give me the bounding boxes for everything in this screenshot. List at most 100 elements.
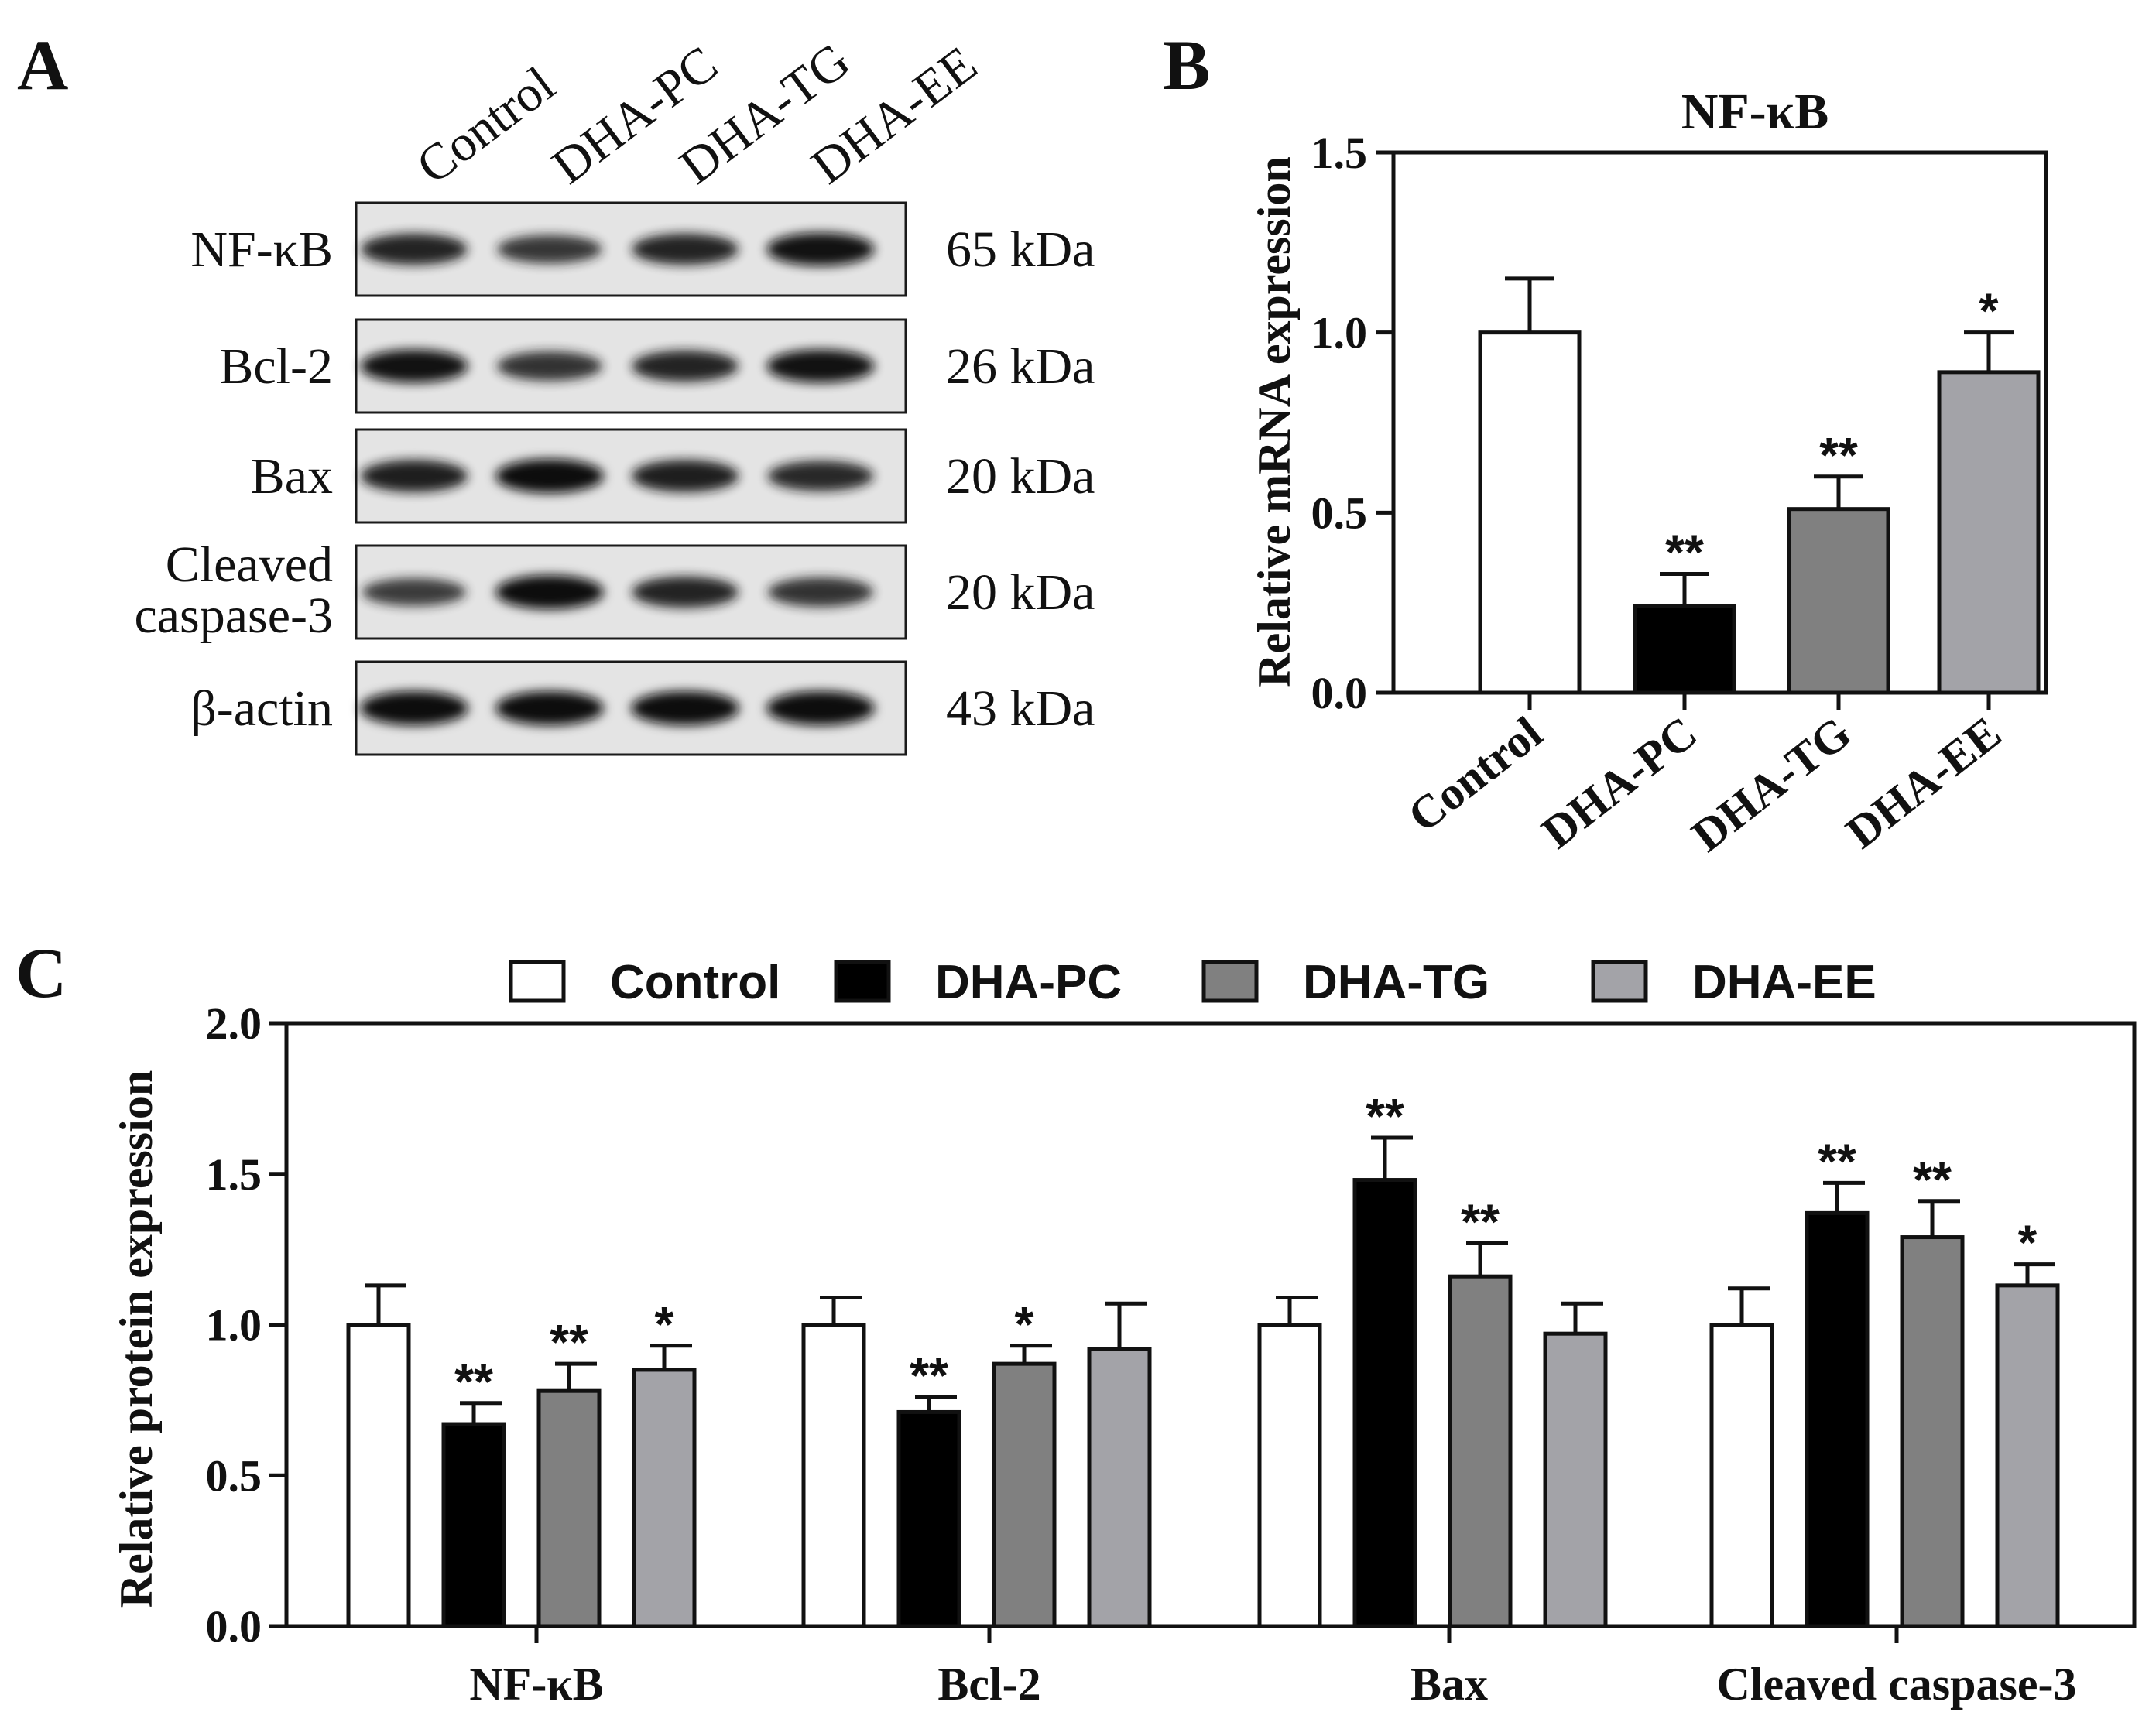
y-tick-label: 1.0 xyxy=(1311,308,1368,358)
legend-swatch xyxy=(834,960,891,1003)
blot-band xyxy=(767,461,874,491)
x-tick-label: DHA-PC xyxy=(1533,707,1706,858)
bar xyxy=(1633,604,1736,695)
blot-band xyxy=(360,349,468,383)
bar xyxy=(536,1388,602,1628)
chart-b-title: NF-κB xyxy=(1681,84,1829,140)
x-tick-label: DHA-TG xyxy=(1682,707,1860,861)
blot-band xyxy=(632,576,739,608)
blot-band xyxy=(495,575,604,609)
blot-band xyxy=(361,233,468,265)
y-tick-label: 0.0 xyxy=(1311,668,1368,718)
x-tick-label: DHA-EE xyxy=(1836,707,2010,858)
bar xyxy=(1448,1274,1513,1628)
x-tick-label: NF-κB xyxy=(469,1659,603,1710)
y-tick-label: 1.5 xyxy=(1311,128,1368,178)
chart-c-y-axis-title: Relative protein expression xyxy=(111,1070,162,1608)
blot-row-label: Bax xyxy=(251,448,333,505)
significance-marker: ** xyxy=(1665,524,1704,580)
x-tick-label: Bax xyxy=(1410,1659,1488,1710)
y-tick-label: 0.0 xyxy=(206,1601,262,1652)
significance-marker: * xyxy=(655,1296,674,1352)
blot-band xyxy=(631,460,739,492)
chart-b-y-axis-title: Relative mRNA expression xyxy=(1249,156,1300,687)
panel-letter-c: C xyxy=(15,933,67,1012)
significance-marker: * xyxy=(2018,1215,2038,1271)
blot-band xyxy=(495,691,604,725)
blot-row-label: Cleaved xyxy=(166,536,333,593)
legend-swatch xyxy=(1201,960,1259,1003)
bar xyxy=(1787,507,1890,695)
bar xyxy=(992,1361,1057,1628)
blot-row-label: NF-κB xyxy=(190,221,333,278)
blot-band xyxy=(632,233,739,265)
bar xyxy=(346,1323,411,1628)
significance-marker: ** xyxy=(1461,1193,1500,1249)
legend-swatch xyxy=(1591,960,1648,1003)
panel-letter-a: A xyxy=(17,26,68,104)
blot-band xyxy=(497,235,602,264)
blot-band xyxy=(360,460,468,492)
mrna-bar-chart: NF-κB Relative mRNA expression 0.0 0.5 1.0… xyxy=(1249,84,2048,861)
y-tick-label: 0.5 xyxy=(1311,488,1368,538)
bar xyxy=(1709,1323,1774,1628)
blot-row-label: β-actin xyxy=(190,680,333,737)
blot-row-label: Bcl-2 xyxy=(219,338,333,395)
legend-label: DHA-EE xyxy=(1692,956,1877,1009)
bar xyxy=(801,1323,866,1628)
bar xyxy=(632,1368,697,1628)
significance-marker: ** xyxy=(454,1354,493,1409)
legend-label: Control xyxy=(610,956,780,1009)
legend-swatch xyxy=(509,960,566,1003)
significance-marker: ** xyxy=(1366,1088,1404,1144)
blot-band xyxy=(360,691,468,725)
blot-kda-label: 26 kDa xyxy=(946,338,1095,395)
significance-marker: * xyxy=(1979,283,1999,339)
bar xyxy=(1478,330,1582,695)
significance-marker: * xyxy=(1015,1296,1034,1352)
blot-kda-label: 20 kDa xyxy=(946,564,1095,621)
blot-band xyxy=(495,459,604,493)
blot-band xyxy=(768,577,873,607)
blot-band xyxy=(631,691,739,725)
protein-bar-chart: Relative protein expression Control DHA-P… xyxy=(111,956,2137,1710)
bar xyxy=(1995,1283,2060,1628)
significance-marker: ** xyxy=(1818,1133,1856,1189)
blot-band xyxy=(497,351,602,381)
bar xyxy=(1543,1331,1608,1628)
blot-kda-label: 20 kDa xyxy=(946,448,1095,505)
x-tick-label: Cleaved caspase-3 xyxy=(1717,1659,2077,1710)
legend: Control DHA-PC DHA-TG DHA-EE xyxy=(509,956,1877,1009)
bar xyxy=(1257,1323,1322,1628)
y-tick-label: 0.5 xyxy=(206,1450,262,1501)
blot-band xyxy=(766,349,875,383)
blot-kda-label: 43 kDa xyxy=(946,680,1095,737)
blot-kda-label: 65 kDa xyxy=(946,221,1095,278)
bar xyxy=(441,1422,506,1628)
lane-label: Control xyxy=(406,56,565,195)
x-tick-label: Control xyxy=(1399,707,1551,841)
significance-marker: ** xyxy=(1913,1152,1952,1207)
panel-letter-b: B xyxy=(1163,26,1210,104)
x-tick-label: Bcl-2 xyxy=(937,1659,1040,1710)
blot-band xyxy=(362,578,467,606)
significance-marker: ** xyxy=(1819,427,1858,483)
blot-band xyxy=(766,232,875,266)
bar xyxy=(1937,370,2041,695)
y-tick-label: 1.0 xyxy=(206,1300,262,1351)
blot-band xyxy=(632,350,739,382)
y-tick-label: 1.5 xyxy=(206,1149,262,1200)
y-tick-label: 2.0 xyxy=(206,998,262,1049)
blot-band xyxy=(766,691,875,725)
bar xyxy=(1900,1235,1965,1628)
significance-marker: ** xyxy=(910,1347,948,1403)
bar xyxy=(1352,1178,1417,1628)
legend-label: DHA-TG xyxy=(1303,956,1489,1009)
legend-label: DHA-PC xyxy=(935,956,1122,1009)
bar xyxy=(1087,1347,1152,1628)
bar xyxy=(896,1409,961,1628)
bar xyxy=(1805,1210,1870,1628)
blot-row-label: caspase-3 xyxy=(134,587,333,644)
